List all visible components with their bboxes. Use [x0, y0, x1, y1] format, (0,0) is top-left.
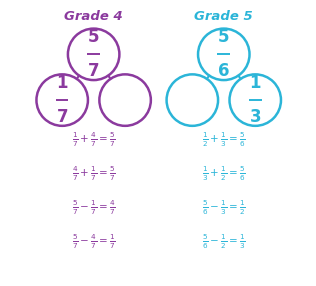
Text: 1: 1 [57, 74, 68, 92]
Circle shape [68, 29, 119, 80]
Circle shape [99, 74, 151, 126]
Circle shape [198, 29, 250, 80]
Text: $\frac{5}{6}-\frac{1}{3}=\frac{1}{2}$: $\frac{5}{6}-\frac{1}{3}=\frac{1}{2}$ [202, 198, 246, 217]
Circle shape [229, 74, 281, 126]
Text: $\frac{1}{2}+\frac{1}{3}=\frac{5}{6}$: $\frac{1}{2}+\frac{1}{3}=\frac{5}{6}$ [202, 131, 246, 149]
Text: $\frac{5}{7}-\frac{4}{7}=\frac{1}{7}$: $\frac{5}{7}-\frac{4}{7}=\frac{1}{7}$ [72, 232, 116, 251]
Text: $\frac{1}{7}+\frac{4}{7}=\frac{5}{7}$: $\frac{1}{7}+\frac{4}{7}=\frac{5}{7}$ [72, 131, 116, 149]
Text: 1: 1 [250, 74, 261, 92]
Text: 5: 5 [218, 28, 229, 46]
Circle shape [167, 74, 218, 126]
Text: Grade 4: Grade 4 [64, 10, 123, 23]
Text: $\frac{5}{6}-\frac{1}{2}=\frac{1}{3}$: $\frac{5}{6}-\frac{1}{2}=\frac{1}{3}$ [202, 232, 246, 251]
Text: 7: 7 [56, 108, 68, 126]
Text: 6: 6 [218, 62, 229, 80]
Text: 5: 5 [88, 28, 100, 46]
Text: Grade 5: Grade 5 [194, 10, 253, 23]
Circle shape [36, 74, 88, 126]
Text: $\frac{5}{7}-\frac{1}{7}=\frac{4}{7}$: $\frac{5}{7}-\frac{1}{7}=\frac{4}{7}$ [72, 198, 116, 217]
Text: 3: 3 [249, 108, 261, 126]
Text: $\frac{4}{7}+\frac{1}{7}=\frac{5}{7}$: $\frac{4}{7}+\frac{1}{7}=\frac{5}{7}$ [72, 165, 116, 183]
Text: 7: 7 [88, 62, 100, 80]
Text: $\frac{1}{3}+\frac{1}{2}=\frac{5}{6}$: $\frac{1}{3}+\frac{1}{2}=\frac{5}{6}$ [202, 165, 246, 183]
